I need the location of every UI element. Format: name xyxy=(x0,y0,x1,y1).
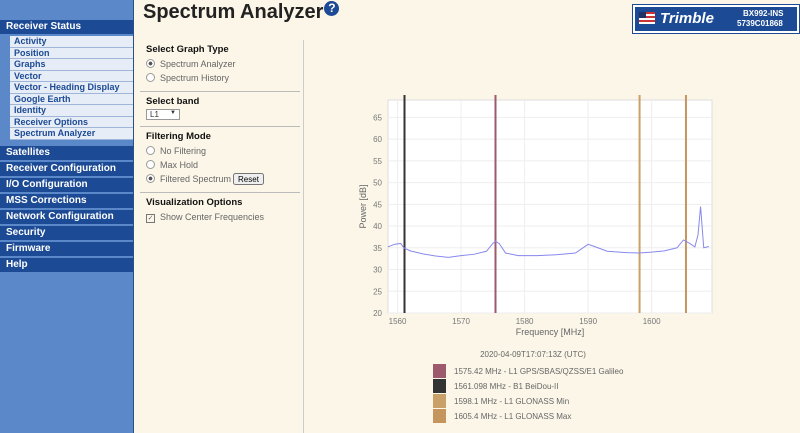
menu-section[interactable]: Security xyxy=(0,225,133,242)
x-tick-label: 1600 xyxy=(643,317,661,326)
option-label: Spectrum Analyzer xyxy=(160,59,236,69)
option-label: Filtered Spectrum xyxy=(160,174,232,184)
y-tick-label: 20 xyxy=(373,309,382,318)
flag xyxy=(639,12,655,24)
menu-section[interactable]: Receiver Status xyxy=(0,20,133,36)
sidebar-top xyxy=(0,0,133,20)
page-title: Spectrum Analyzer? xyxy=(143,1,340,24)
option-label: Spectrum History xyxy=(160,73,230,83)
radio-button[interactable] xyxy=(146,73,155,82)
menu-item[interactable]: Graphs xyxy=(10,59,133,71)
radio-option[interactable]: Filtered Spectrum Reset xyxy=(146,172,294,186)
x-tick-label: 1560 xyxy=(389,317,407,326)
logo-text: Trimble xyxy=(660,10,714,27)
menu-item[interactable]: Google Earth xyxy=(10,93,133,105)
legend-label: 1561.098 MHz - B1 BeiDou-II xyxy=(454,382,559,391)
y-tick-label: 35 xyxy=(373,244,382,253)
menu-section[interactable]: I/O Configuration xyxy=(0,177,133,194)
legend-label: 1605.4 MHz - L1 GLONASS Max xyxy=(454,412,571,421)
plot-area xyxy=(387,99,713,314)
x-tick-label: 1580 xyxy=(516,317,534,326)
y-tick-label: 65 xyxy=(373,113,382,122)
legend-swatch xyxy=(433,364,446,378)
legend-swatch xyxy=(433,394,446,408)
section: Visualization Options ✓ Show Center Freque… xyxy=(140,193,300,230)
x-tick-label: 1570 xyxy=(452,317,470,326)
section-title: Visualization Options xyxy=(146,197,243,208)
logo: Trimble BX992-INS 5739C01868 xyxy=(632,4,800,34)
timestamp: 2020-04-09T17:07:13Z (UTC) xyxy=(480,350,586,359)
legend-swatch xyxy=(433,409,446,423)
radio-button[interactable] xyxy=(146,160,155,169)
section: Select band L1 ▼ xyxy=(140,92,300,127)
menu-item[interactable]: Identity xyxy=(10,105,133,117)
menu-item[interactable]: Vector - Heading Display xyxy=(10,82,133,94)
reset-button[interactable]: Reset xyxy=(233,173,264,185)
section-title: Filtering Mode xyxy=(146,131,211,142)
menu-item[interactable]: Activity xyxy=(10,36,133,48)
checkbox-label: Show Center Frequencies xyxy=(160,212,265,222)
menu-section[interactable]: MSS Corrections xyxy=(0,193,133,210)
y-tick-label: 25 xyxy=(373,287,382,296)
menu-section[interactable]: Satellites xyxy=(0,145,133,162)
y-tick-label: 40 xyxy=(373,222,382,231)
checkbox[interactable]: ✓ xyxy=(146,214,155,223)
menu-section[interactable]: Receiver Configuration xyxy=(0,161,133,178)
y-tick-label: 45 xyxy=(373,200,382,209)
menu-item[interactable]: Receiver Options xyxy=(10,116,133,128)
menu-item[interactable]: Vector xyxy=(10,70,133,82)
option-label: Max Hold xyxy=(160,160,199,170)
controls-panel: Select Graph Type Spectrum Analyzer Spectr… xyxy=(140,40,300,230)
y-tick-label: 60 xyxy=(373,135,382,144)
band-select[interactable]: L1 ▼ xyxy=(146,109,180,120)
legend-swatch xyxy=(433,379,446,393)
section: Filtering Mode No Filtering Max Hold Filter… xyxy=(140,127,300,193)
menu-item[interactable]: Spectrum Analyzer xyxy=(10,128,133,140)
radio-option[interactable]: Spectrum Analyzer xyxy=(146,57,294,71)
menu-section[interactable]: Firmware xyxy=(0,241,133,258)
radio-option[interactable]: Max Hold xyxy=(146,158,294,172)
select-arrow: ▼ xyxy=(170,110,176,116)
y-tick-label: 30 xyxy=(373,266,382,275)
option-label: No Filtering xyxy=(160,146,207,156)
device-name: BX992-INS xyxy=(743,9,784,18)
radio-option[interactable]: Spectrum History xyxy=(146,71,294,85)
y-axis-label: Power [dB] xyxy=(358,184,368,228)
radio-button[interactable] xyxy=(146,59,155,68)
x-axis-label: Frequency [MHz] xyxy=(516,327,585,337)
radio-button[interactable] xyxy=(146,174,155,183)
menu-section[interactable]: Network Configuration xyxy=(0,209,133,226)
legend-label: 1598.1 MHz - L1 GLONASS Min xyxy=(454,397,569,406)
section-title: Select band xyxy=(146,96,200,107)
help-icon[interactable]: ? xyxy=(324,1,340,16)
y-tick-label: 50 xyxy=(373,179,382,188)
flag-canton xyxy=(639,12,646,18)
separator xyxy=(303,40,304,433)
serial-number: 5739C01868 xyxy=(737,19,783,28)
legend-label: 1575.42 MHz - L1 GPS/SBAS/QZSS/E1 Galile… xyxy=(454,367,624,376)
x-tick-label: 1590 xyxy=(579,317,597,326)
sidebar: Receiver Status Activity Position Graphs Vec… xyxy=(0,0,134,433)
section: Select Graph Type Spectrum Analyzer Spectr… xyxy=(140,40,300,92)
title-text: Spectrum Analyzer xyxy=(143,1,324,23)
radio-button[interactable] xyxy=(146,146,155,155)
menu-section[interactable]: Help xyxy=(0,257,133,274)
y-tick-label: 55 xyxy=(373,157,382,166)
menu-item[interactable]: Position xyxy=(10,47,133,59)
section-title: Select Graph Type xyxy=(146,44,229,55)
spectrum-line xyxy=(387,206,709,258)
radio-option[interactable]: No Filtering xyxy=(146,144,294,158)
checkbox-option[interactable]: ✓ Show Center Frequencies xyxy=(146,210,294,224)
band-value: L1 xyxy=(150,110,159,119)
